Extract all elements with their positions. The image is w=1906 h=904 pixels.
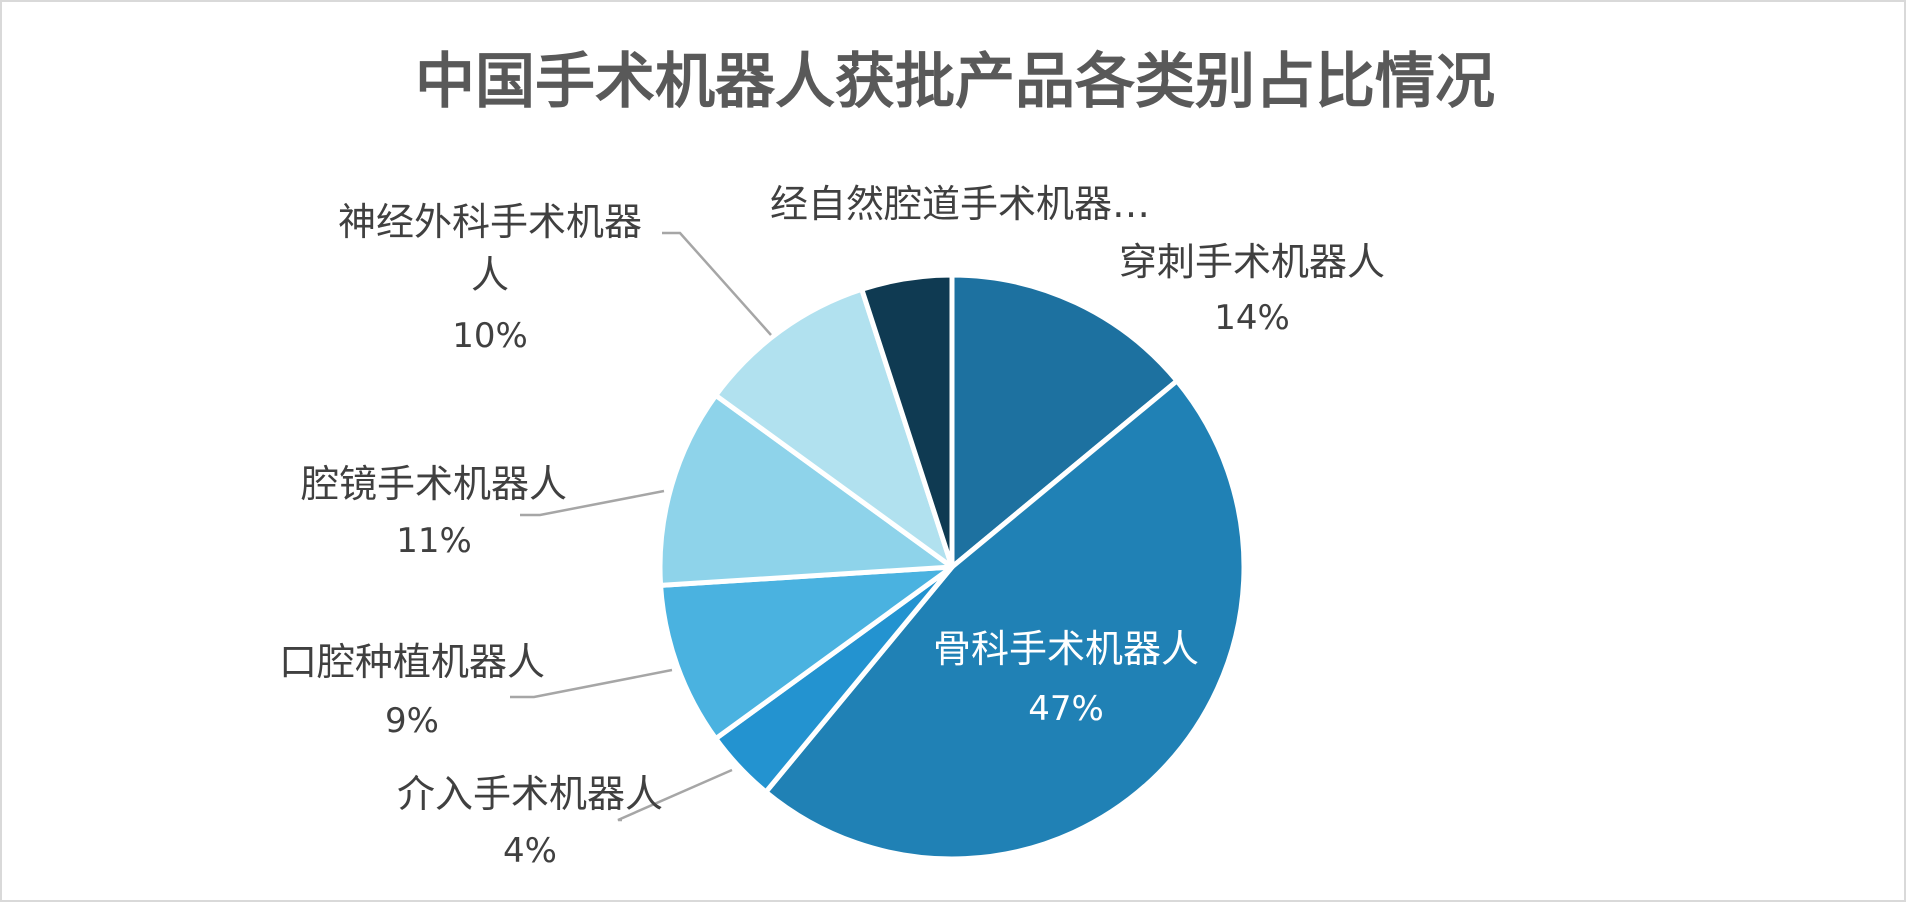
slice-pct-laparoscopic: 11%: [396, 521, 472, 561]
slice-label-puncture: 穿刺手术机器人: [1119, 240, 1385, 284]
leader-line-laparoscopic: [520, 489, 665, 517]
slice-label-laparoscopic: 腔镜手术机器人: [301, 462, 567, 506]
chart-title: 中国手术机器人获批产品各类别占比情况: [415, 47, 1495, 117]
slice-pct-puncture: 14%: [1214, 298, 1290, 338]
slice-laparoscopic: [657, 392, 955, 588]
slice-label-neurosurgery-line1: 神经外科手术机器: [338, 200, 642, 244]
slice-pct-interventional: 4%: [503, 831, 557, 871]
slice-puncture: [949, 272, 1180, 570]
slice-pct-dental: 9%: [385, 701, 439, 741]
slice-label-dental: 口腔种植机器人: [279, 640, 545, 684]
leader-line-neurosurgery: [662, 231, 772, 336]
slice-natural-orifice: [859, 272, 955, 570]
slice-orthopedic: [763, 378, 1247, 862]
slice-neurosurgery: [713, 286, 955, 570]
leader-lines: [510, 231, 772, 822]
pie-slices: [657, 272, 1247, 862]
slice-pct-orthopedic: 47%: [1028, 689, 1104, 729]
leader-line-interventional: [617, 768, 733, 822]
slice-label-orthopedic: 骨科手术机器人: [933, 627, 1199, 671]
slice-dental: [658, 564, 955, 742]
slice-label-natural-orifice: 经自然腔道手术机器…: [770, 182, 1150, 226]
slice-pct-neurosurgery: 10%: [452, 316, 528, 356]
leader-line-dental: [510, 668, 673, 699]
slice-label-interventional: 介入手术机器人: [397, 772, 663, 816]
slice-label-neurosurgery-line2: 人: [471, 253, 509, 297]
